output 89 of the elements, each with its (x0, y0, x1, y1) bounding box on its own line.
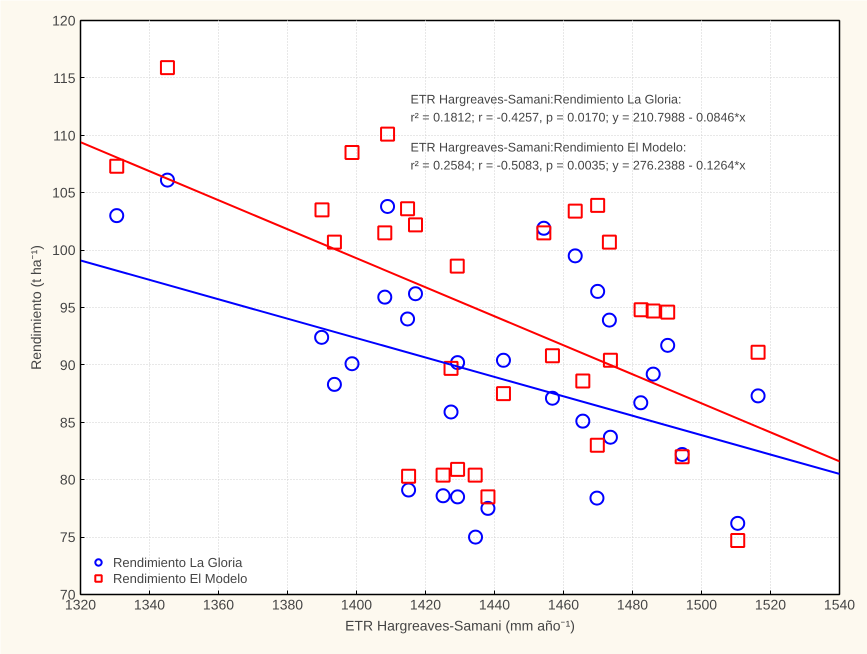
point (544, 390, 560, 406)
point (400, 311, 416, 326)
point (660, 338, 676, 353)
x-tick-label: 1420 (410, 596, 442, 612)
point (326, 376, 342, 392)
point (401, 468, 416, 484)
point (109, 208, 124, 224)
point (544, 348, 560, 364)
point (450, 258, 465, 274)
point (633, 395, 648, 410)
y-tick-label: 105 (52, 184, 76, 201)
point (575, 373, 590, 388)
x-tick-label: 1400 (340, 596, 372, 612)
point (314, 330, 330, 345)
point (602, 430, 618, 445)
point (568, 204, 583, 219)
point (480, 500, 496, 516)
point (646, 303, 661, 318)
point (590, 438, 605, 453)
annotation: r² = 0.2584; r = -0.5083, p = 0.0035; y = 276.2388 - 0.1264*x (410, 158, 746, 172)
x-tick-label: 1380 (272, 596, 304, 612)
point (468, 468, 483, 483)
point (536, 220, 552, 236)
point (602, 312, 617, 328)
point (444, 360, 459, 376)
point (750, 344, 766, 360)
legend-label: Rendimiento El Modelo (113, 570, 248, 586)
x-tick-label: 1460 (548, 596, 580, 612)
point (634, 302, 649, 318)
point (730, 533, 746, 548)
point (400, 201, 416, 216)
point (444, 404, 459, 420)
x-tick-label: 1480 (616, 596, 648, 612)
point (496, 386, 511, 402)
y-tick-label: 115 (53, 70, 76, 86)
y-tick-label: 75 (60, 529, 76, 546)
point (568, 248, 583, 264)
point (326, 234, 342, 250)
point (314, 202, 330, 218)
annotation: ETR Hargreaves-Samani:Rendimiento La Gloria: (410, 92, 682, 106)
x-tick-label: 1540 (824, 596, 856, 612)
y-tick-label: 80 (60, 472, 76, 488)
point (750, 388, 766, 404)
point (589, 490, 604, 506)
point (377, 290, 392, 305)
point (575, 414, 590, 429)
point (496, 352, 511, 368)
point (344, 356, 360, 372)
y-tick-label: 85 (60, 414, 76, 430)
point (160, 60, 175, 76)
point (380, 198, 396, 214)
y-tick-label: 100 (52, 242, 76, 258)
point (344, 145, 360, 160)
y-tick-label: 95 (60, 300, 76, 316)
legend-label: Rendimiento La Gloria (113, 554, 242, 570)
y-tick-label: 110 (53, 127, 76, 144)
annotation: ETR Hargreaves-Samani:Rendimiento El Modelo: (410, 140, 686, 154)
point (160, 172, 175, 188)
y-tick-label: 120 (52, 12, 76, 28)
point (380, 126, 396, 142)
y-axis-title: Rendimiento (t ha⁻¹) (28, 245, 44, 370)
point (450, 355, 466, 370)
x-tick-label: 1500 (686, 596, 718, 612)
x-tick-label: 1440 (478, 596, 510, 612)
point (660, 304, 676, 320)
point (602, 352, 618, 368)
point (436, 488, 451, 504)
point (408, 217, 423, 232)
point (480, 489, 496, 504)
x-tick-label: 1360 (202, 596, 234, 612)
point (408, 286, 423, 302)
point (450, 462, 466, 477)
annotation: r² = 0.1812; r = -0.4257, p = 0.0170; y = 210.7988 - 0.0846*x (410, 110, 746, 124)
point (646, 366, 661, 382)
point (602, 234, 617, 250)
point (590, 198, 606, 213)
y-tick-label: 90 (60, 356, 76, 373)
point (377, 225, 392, 240)
point (590, 284, 606, 299)
point (109, 158, 124, 174)
point (450, 489, 466, 504)
point (468, 530, 484, 545)
x-axis-title: ETR Hargreaves-Samani (mm año⁻¹) (345, 618, 575, 634)
x-tick-label: 1520 (754, 596, 786, 612)
x-tick-label: 1340 (134, 596, 166, 612)
point (401, 482, 416, 498)
point (730, 516, 746, 531)
point (436, 468, 451, 483)
point (536, 225, 552, 240)
